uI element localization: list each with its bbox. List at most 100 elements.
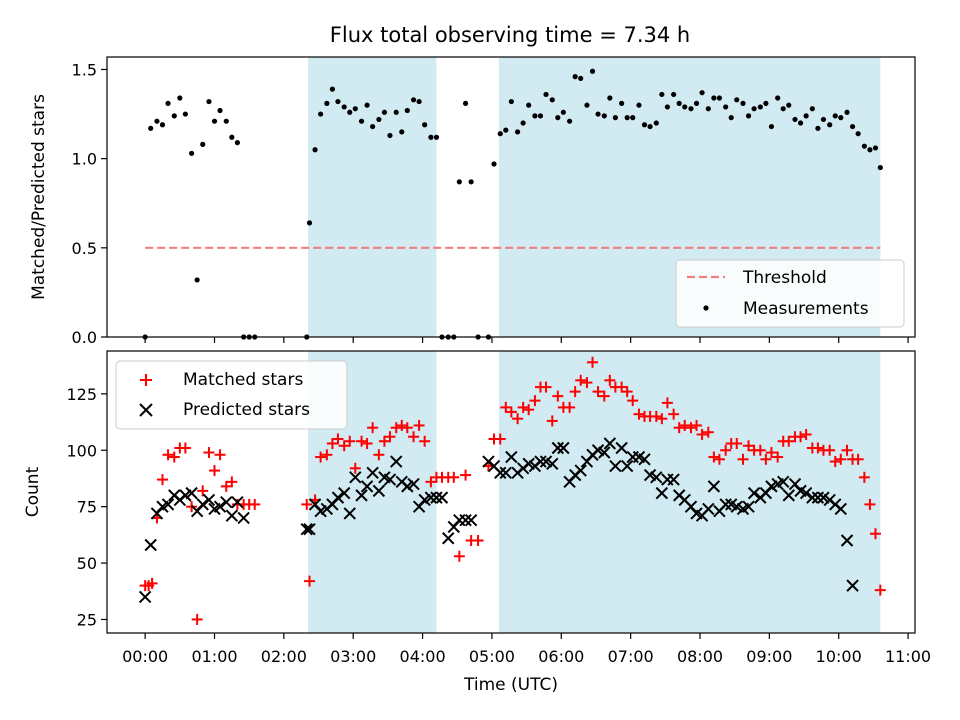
- x-axis-label: Time (UTC): [463, 675, 558, 695]
- measurement-point: [422, 122, 428, 128]
- predicted-star-point: [655, 486, 669, 500]
- matched-star-point: [384, 431, 396, 443]
- top-y-axis-label: Matched/Predicted stars: [29, 94, 49, 300]
- matched-star-point: [512, 413, 524, 425]
- x-tick-label: 06:00: [538, 647, 584, 666]
- matched-star-point: [754, 444, 766, 456]
- matched-star-point: [852, 453, 864, 465]
- bottom-y-ticks: 25 50 75 100 125: [66, 385, 107, 629]
- measurement-point: [189, 150, 195, 156]
- measurement-point: [165, 100, 171, 106]
- matched-star-point: [168, 451, 180, 463]
- matched-star-point: [760, 453, 772, 465]
- measurement-point: [543, 91, 549, 98]
- matched-star-point: [696, 428, 708, 440]
- measurement-point: [595, 111, 601, 117]
- measurement-point: [194, 277, 200, 283]
- matched-star-point: [396, 419, 408, 431]
- matched-star-point: [344, 435, 356, 447]
- matched-star-point: [378, 435, 390, 447]
- measurement-point: [877, 164, 883, 171]
- top-y-ticks: 0.0 0.5 1.0 1.5: [72, 60, 107, 347]
- predicted-star-point: [300, 523, 313, 536]
- predicted-star-point: [782, 489, 795, 502]
- predicted-star-point: [620, 459, 634, 473]
- matched-star-point: [708, 451, 720, 463]
- predicted-star-point: [138, 590, 152, 604]
- measurement-point: [671, 91, 677, 98]
- measurement-point: [820, 116, 827, 123]
- matched-star-point: [453, 550, 465, 562]
- measurement-point: [324, 100, 330, 106]
- bottom-y-axis-label: Count: [23, 466, 43, 517]
- predicted-star-point: [707, 480, 721, 493]
- predicted-star-point: [702, 502, 715, 516]
- x-tick-label: 11:00: [885, 647, 931, 666]
- measurement-point: [341, 104, 347, 110]
- x-tick-label: 07:00: [608, 647, 654, 666]
- measurement-point: [223, 118, 229, 124]
- measurement-point: [861, 143, 867, 149]
- measurement-point: [555, 115, 561, 121]
- predicted-star-point: [811, 491, 825, 504]
- predicted-star-point: [464, 513, 478, 527]
- matched-star-point: [598, 390, 610, 402]
- x-tick-label: 03:00: [330, 647, 376, 666]
- matched-star-point: [373, 449, 385, 461]
- predicted-star-point: [840, 534, 854, 547]
- matched-star-point: [702, 426, 714, 438]
- matched-star-point: [472, 535, 484, 547]
- matched-legend-label: Matched stars: [183, 370, 303, 390]
- matched-star-point: [633, 408, 645, 420]
- matched-star-point: [505, 406, 517, 418]
- y-tick-label: 0.0: [72, 328, 97, 347]
- measurement-point: [182, 111, 188, 117]
- measurement-point: [809, 106, 815, 112]
- predicted-star-point: [331, 491, 345, 504]
- x-tick-label: 00:00: [122, 647, 168, 666]
- measurement-point: [832, 113, 838, 119]
- matched-star-point: [824, 444, 836, 456]
- matched-star-point: [214, 449, 226, 461]
- measurement-point: [636, 102, 642, 108]
- y-tick-label: 1.5: [72, 60, 97, 79]
- matched-star-point: [500, 401, 512, 413]
- top-axes-frame: [106, 56, 916, 338]
- predicted-star-point: [349, 471, 362, 484]
- measurement-point: [723, 104, 729, 110]
- measurement-point: [601, 113, 607, 119]
- matched-star-point: [685, 422, 697, 434]
- predicted-star-point: [144, 538, 157, 552]
- predicted-star-point: [161, 498, 175, 511]
- measurement-point: [352, 106, 358, 112]
- predicted-star-point: [430, 491, 443, 504]
- matched-star-point: [390, 422, 402, 434]
- matched-star-point: [720, 444, 732, 456]
- measurement-point: [312, 147, 318, 153]
- chart-title: Flux total observing time = 7.34 h: [330, 23, 690, 47]
- predicted-star-point: [237, 511, 250, 525]
- matched-star-point: [191, 613, 203, 625]
- matched-legend-swatch: [140, 374, 152, 386]
- matched-star-point: [713, 453, 725, 465]
- matched-star-point: [315, 451, 327, 463]
- top-panel: 0.0 0.5 1.0 1.5 Matched/Predicted stars Thr…: [29, 56, 916, 347]
- matched-star-point: [523, 404, 535, 416]
- measurements-legend-swatch: [703, 305, 709, 311]
- predicted-star-point: [747, 486, 761, 500]
- x-tick-label: 08:00: [677, 647, 723, 666]
- measurement-point: [867, 147, 873, 153]
- measurement-point: [503, 127, 509, 133]
- bottom-panel: 25 50 75 100 125 00:00 01:00 02:00 03:00 04:00 05…: [23, 350, 931, 695]
- measurement-point: [780, 106, 786, 112]
- measurement-point: [757, 104, 763, 110]
- predicted-star-point: [557, 441, 570, 455]
- measurement-point: [716, 95, 723, 101]
- matched-star-point: [552, 390, 564, 402]
- measurement-point: [497, 131, 503, 137]
- matched-star-point: [575, 374, 587, 386]
- predicted-star-point: [777, 475, 790, 489]
- measurement-point: [520, 120, 526, 126]
- x-tick-label: 02:00: [261, 647, 307, 666]
- matched-star-point: [162, 449, 174, 461]
